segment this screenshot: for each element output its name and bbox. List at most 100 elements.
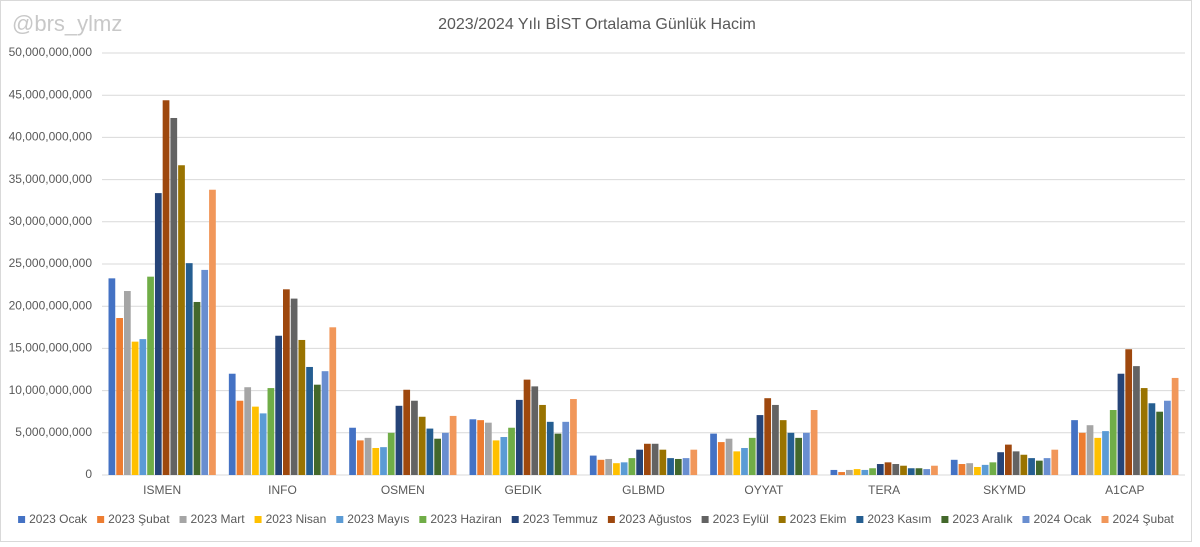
bar [252,406,259,475]
bar [1156,411,1164,475]
bar [779,420,787,475]
legend-label: 2023 Eylül [713,512,769,526]
bar [690,449,698,475]
bar [108,278,116,475]
y-tick-label: 45,000,000,000 [9,87,93,101]
bar [539,404,546,475]
legend-label: 2023 Aralık [952,512,1013,526]
x-tick-label: OSMEN [381,483,425,497]
bar [123,291,131,475]
bar [923,469,931,475]
legend-swatch [336,516,344,523]
bar [772,404,779,475]
watermark: @brs_ylmz [12,11,122,36]
bar [259,413,267,475]
bar [1148,403,1156,475]
bar [178,165,185,475]
bar [589,455,597,475]
bar [900,465,907,475]
y-tick-label: 50,000,000,000 [9,45,93,59]
bar [659,449,667,475]
bar [1171,377,1179,475]
bar [682,458,690,475]
bar [449,415,457,475]
legend-swatch [18,516,26,523]
legend-label: 2023 Şubat [108,512,170,526]
bar [228,373,236,475]
bar [892,464,900,475]
bar [674,458,682,475]
bar [651,443,659,475]
bar [1102,431,1109,475]
bar [290,298,298,475]
bar [321,371,329,475]
bar [1164,400,1171,475]
y-tick-label: 0 [85,467,92,481]
bar [1043,458,1051,475]
legend-swatch [941,516,949,523]
bar [605,458,613,475]
x-tick-label: TERA [868,483,900,497]
bar [244,387,252,475]
legend-label: 2024 Ocak [1033,512,1092,526]
bar [434,438,442,475]
bar [764,398,772,475]
bar [1133,366,1140,475]
bar [636,449,643,475]
bar [907,468,915,475]
y-tick-label: 15,000,000,000 [9,341,93,355]
legend-swatch [254,516,262,523]
bar [1117,373,1125,475]
x-tick-label: OYYAT [744,483,784,497]
bar [364,437,372,475]
legend-label: 2023 Ocak [29,512,88,526]
bar [931,465,938,475]
bar [546,421,554,475]
bar [209,189,216,475]
legend-swatch [856,516,864,523]
x-tick-label: A1CAP [1105,483,1144,497]
legend-label: 2023 Haziran [430,512,501,526]
x-tick-label: SKYMD [983,483,1026,497]
legend-label: 2024 Şubat [1113,512,1175,526]
bar [997,452,1004,475]
y-tick-label: 5,000,000,000 [15,425,92,439]
bar [830,469,838,475]
bar [131,341,139,475]
legend-swatch [179,516,187,523]
bar [644,443,651,475]
bar [193,301,201,475]
legend-label: 2023 Kasım [867,512,931,526]
bar [306,366,313,475]
legend-swatch [607,516,615,523]
bar [710,433,717,475]
bar [1078,432,1086,475]
bar [403,389,411,475]
x-tick-label: ISMEN [143,483,181,497]
bar [748,437,756,475]
bar [147,276,154,475]
x-tick-label: INFO [268,483,297,497]
y-tick-label: 40,000,000,000 [9,130,93,144]
bar [411,400,418,475]
legend-swatch [97,516,105,523]
legend-swatch [1101,516,1109,523]
bar [275,335,282,475]
bar [628,458,636,475]
bar [1140,388,1148,475]
bar [1005,444,1012,475]
bar [236,400,244,475]
bar [515,399,523,475]
bar [1071,420,1078,475]
bar [1035,460,1043,475]
bar [966,463,974,475]
bar [484,422,492,475]
bar [139,339,147,475]
legend-swatch [778,516,786,523]
bar [426,428,434,475]
y-tick-label: 25,000,000,000 [9,256,93,270]
bar [500,437,508,475]
x-tick-label: GEDIK [504,483,541,497]
bar [170,117,178,475]
bar [741,447,748,475]
